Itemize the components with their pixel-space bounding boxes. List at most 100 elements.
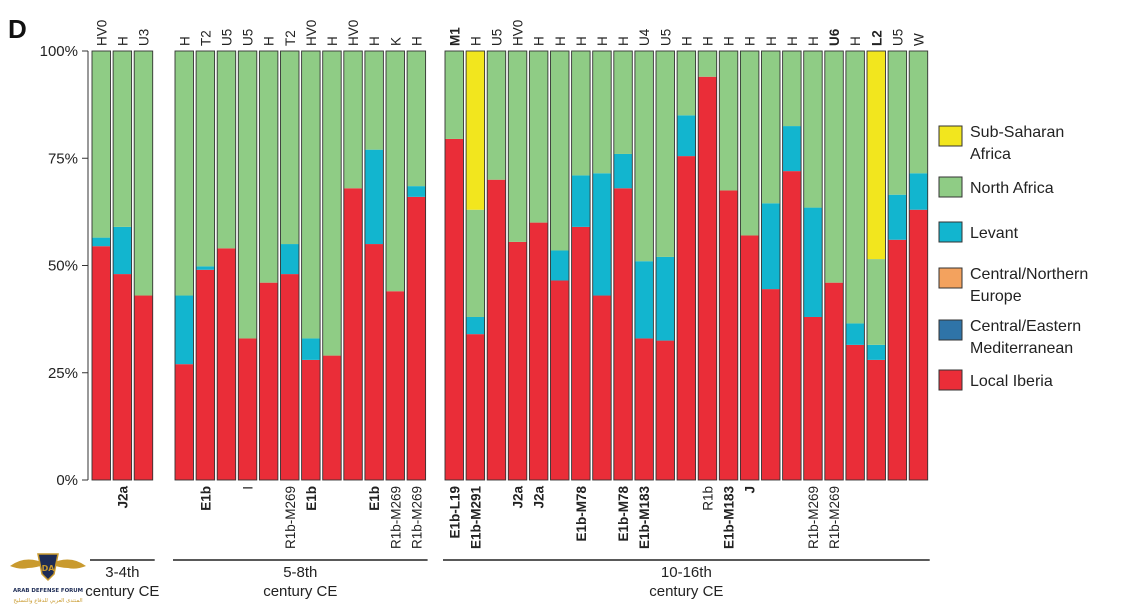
bar-segment-north-africa — [613, 51, 633, 154]
bar-segment-north-africa — [466, 209, 485, 317]
mtdna-label: M1 — [447, 27, 462, 46]
bar-outline — [385, 50, 405, 481]
mtdna-label: H — [409, 36, 424, 46]
bar-outline — [571, 50, 591, 481]
mtdna-label: W — [911, 33, 926, 46]
mtdna-label: H — [115, 36, 130, 46]
bar-segment-levant — [909, 173, 928, 210]
bar-outline — [364, 50, 384, 481]
bar-outline — [174, 50, 194, 481]
mtdna-label: T2 — [283, 30, 298, 46]
arab-defense-forum-logo: DA ARAB DEFENSE FORUM المنتدى العربي للد… — [10, 553, 86, 604]
bar-segment-north-africa — [719, 51, 738, 191]
bar-segment-local-iberia — [782, 171, 802, 480]
bar-outline — [444, 50, 464, 481]
bar-segment-sub-saharan — [867, 51, 886, 260]
ydna-label: R1b-M269 — [409, 486, 424, 549]
bar-segment-local-iberia — [113, 274, 132, 480]
mtdna-label: H — [468, 36, 483, 46]
bar-segment-north-africa — [386, 51, 405, 292]
legend-label: Sub-Saharan — [970, 124, 1064, 141]
ydna-label: J2a — [532, 486, 547, 509]
bar-outline — [91, 50, 111, 481]
bar-segment-north-africa — [761, 51, 780, 204]
bar-segment-north-africa — [445, 51, 464, 139]
legend-swatch-north-africa — [938, 176, 963, 198]
ydna-label: R1b-M269 — [283, 486, 298, 549]
bar-segment-north-africa — [92, 51, 111, 238]
bar-segment-local-iberia — [407, 196, 426, 481]
bar-segment-levant — [301, 338, 321, 360]
bar-outline — [824, 50, 844, 481]
bar-segment-local-iberia — [550, 280, 569, 480]
bar-segment-levant — [571, 175, 591, 227]
ydna-label: R1b-M269 — [827, 486, 842, 549]
mtdna-label: HV0 — [346, 20, 361, 46]
bar-segment-local-iberia — [301, 359, 321, 480]
bar-segment-north-africa — [259, 51, 278, 283]
bar-segment-north-africa — [301, 51, 321, 339]
bar-segment-local-iberia — [824, 282, 844, 480]
mtdna-label: H — [848, 36, 863, 46]
period-label: 3-4th — [105, 564, 139, 581]
mtdna-label: H — [553, 36, 568, 46]
bar-segment-north-africa — [888, 51, 907, 195]
ydna-label: R1b-M269 — [806, 486, 821, 549]
ydna-label: E1b-M291 — [468, 486, 483, 550]
mtdna-label: H — [532, 36, 547, 46]
legend-label: North Africa — [970, 180, 1054, 197]
bar-outline — [634, 50, 654, 481]
y-tick-label: 75% — [48, 150, 78, 167]
bar-segment-local-iberia — [803, 316, 823, 480]
bar-outline — [195, 50, 216, 481]
ydna-label: E1b-M183 — [637, 486, 652, 550]
bar-outline — [528, 50, 549, 481]
ydna-label: E1b — [367, 486, 382, 511]
legend-label: Central/Northern — [970, 266, 1088, 283]
logo-shield — [37, 553, 59, 582]
mtdna-label: H — [806, 36, 821, 46]
bar-outline — [237, 50, 258, 481]
bar-segment-north-africa — [113, 51, 132, 227]
mtdna-label: HV0 — [94, 20, 109, 46]
period-label: century CE — [85, 583, 159, 600]
period-label: century CE — [649, 583, 723, 600]
mtdna-label: U5 — [890, 29, 905, 46]
legend: Sub-Saharan Africa North Africa Levant Centr… — [938, 124, 1088, 391]
bar-segment-local-iberia — [134, 295, 153, 480]
bar-segment-north-africa — [803, 51, 823, 208]
legend-swatch-central-northern-europe — [938, 267, 963, 289]
bar-segment-local-iberia — [508, 241, 527, 480]
mtdna-label: H — [574, 36, 589, 46]
mtdna-label: U5 — [489, 29, 504, 46]
bar-segment-north-africa — [592, 51, 612, 174]
ydna-label: R1b-M269 — [388, 486, 403, 549]
mtdna-label: K — [388, 37, 403, 46]
bar-segment-local-iberia — [698, 76, 717, 481]
logo-text-ar: المنتدى العربي للدفاع والتسليح — [13, 598, 82, 604]
bar-outline — [322, 50, 342, 481]
bar-outline — [592, 50, 612, 481]
bar-outline — [739, 50, 760, 481]
bar-segment-levant — [803, 207, 823, 317]
ydna-label: J2a — [511, 486, 526, 509]
legend-swatch-local-iberia — [938, 369, 963, 391]
legend-label: Europe — [970, 288, 1022, 305]
bar-outline — [866, 50, 886, 481]
bar-segment-levant — [634, 261, 654, 339]
ydna-label: R1b — [700, 486, 715, 511]
bar-outline — [761, 50, 781, 481]
bar-outline — [550, 50, 570, 481]
bar-outline — [697, 50, 718, 481]
bar-segment-local-iberia — [909, 209, 928, 481]
bar-outline — [216, 50, 237, 481]
ydna-label: I — [241, 486, 256, 490]
legend-label: Levant — [970, 225, 1019, 242]
bar-outline — [465, 50, 486, 481]
bar-segment-north-africa — [909, 51, 928, 174]
bar-segment-local-iberia — [238, 338, 257, 480]
mtdna-label: H — [325, 36, 340, 46]
bar-segment-local-iberia — [677, 156, 696, 481]
mtdna-label: U3 — [136, 29, 151, 46]
